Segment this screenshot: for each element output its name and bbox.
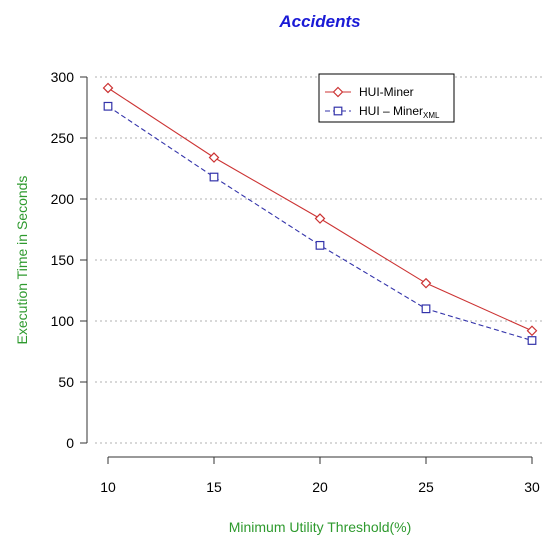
data-point	[333, 106, 343, 116]
data-point	[103, 101, 113, 111]
data-point	[527, 336, 537, 345]
y-tick-label: 50	[58, 374, 74, 390]
y-tick-label: 300	[51, 69, 75, 85]
grid-lines	[95, 76, 543, 444]
data-point	[421, 304, 431, 314]
data-point	[102, 82, 114, 94]
legend-label: HUI-Miner	[359, 85, 414, 99]
data-point	[526, 325, 538, 337]
data-point	[314, 213, 326, 224]
y-tick-label: 0	[66, 435, 74, 451]
x-tick-label: 20	[312, 479, 328, 495]
chart-title: Accidents	[278, 12, 360, 31]
y-tick-label: 150	[51, 252, 75, 268]
series-2	[103, 101, 537, 345]
y-axis-label: Execution Time in Seconds	[14, 176, 30, 345]
y-tick-label: 100	[51, 313, 75, 329]
data-point	[209, 172, 219, 182]
series-layer	[102, 82, 538, 345]
legend-item-1: HUI-Miner	[325, 85, 414, 99]
y-tick-label: 250	[51, 130, 75, 146]
x-tick-label: 15	[206, 479, 222, 495]
data-point	[208, 152, 220, 163]
x-tick-label: 10	[100, 479, 116, 495]
x-tick-label: 30	[524, 479, 540, 495]
series-line	[107, 87, 533, 332]
data-point	[420, 277, 432, 289]
series-line	[107, 105, 533, 342]
x-tick-label: 25	[418, 479, 434, 495]
data-point	[332, 86, 344, 98]
x-axis-label: Minimum Utility Threshold(%)	[229, 519, 412, 535]
legend-item-2: HUI – MinerXML	[325, 104, 440, 120]
legend-label: HUI – MinerXML	[359, 104, 440, 120]
series-1	[102, 82, 538, 337]
legend: HUI-Miner HUI – MinerXML	[318, 73, 455, 123]
y-tick-label: 200	[51, 191, 75, 207]
data-point	[315, 240, 325, 250]
axes: 0 50 100 150 200 250 300 10 15 20 25 30	[51, 69, 540, 495]
